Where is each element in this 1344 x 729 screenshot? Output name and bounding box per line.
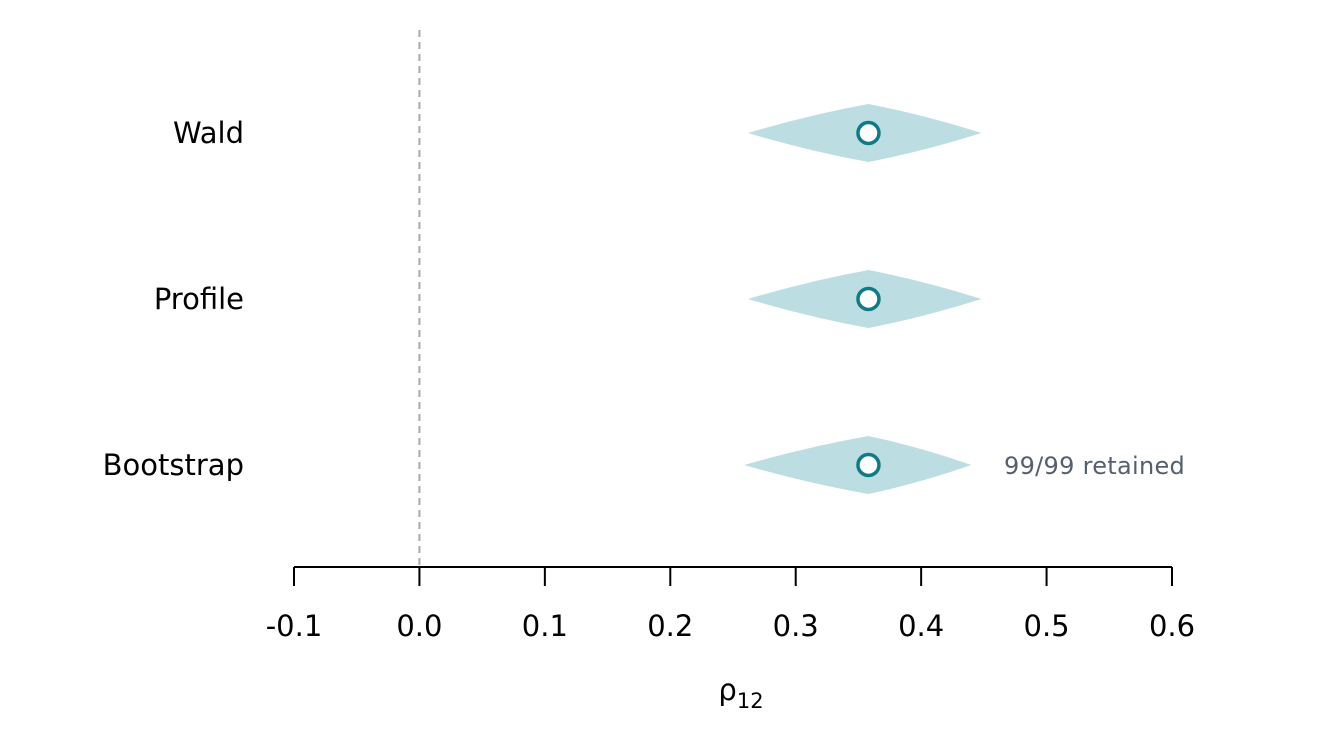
x-axis-label-subscript: 12 [737, 689, 764, 713]
row-label: Profile [154, 282, 244, 316]
point-estimate [856, 286, 881, 312]
x-axis: -0.1 0.0 0.1 0.2 0.3 0.4 0.5 0.6 [266, 566, 1195, 643]
x-tick-label: 0.5 [1024, 609, 1070, 643]
point-estimate [856, 120, 881, 146]
x-tick-label: -0.1 [266, 609, 323, 643]
row-wald: Wald [173, 104, 982, 162]
x-tick-label: 0.6 [1149, 609, 1195, 643]
row-label: Bootstrap [103, 448, 244, 482]
x-axis-label: ρ12 [718, 673, 763, 713]
x-tick-label: 0.0 [396, 609, 442, 643]
rows-layer: Wald Profile Bootstrap 99/99 retained [103, 104, 1185, 494]
x-tick-label: 0.2 [647, 609, 693, 643]
x-tick-label: 0.3 [773, 609, 819, 643]
x-tick-label: 0.1 [522, 609, 568, 643]
row-bootstrap: Bootstrap 99/99 retained [103, 436, 1185, 494]
point-estimate [856, 452, 881, 478]
x-axis-label-symbol: ρ [718, 673, 736, 707]
row-label: Wald [173, 116, 244, 150]
row-profile: Profile [154, 270, 982, 328]
row-annotation: 99/99 retained [1004, 452, 1185, 480]
x-tick-label: 0.4 [898, 609, 944, 643]
